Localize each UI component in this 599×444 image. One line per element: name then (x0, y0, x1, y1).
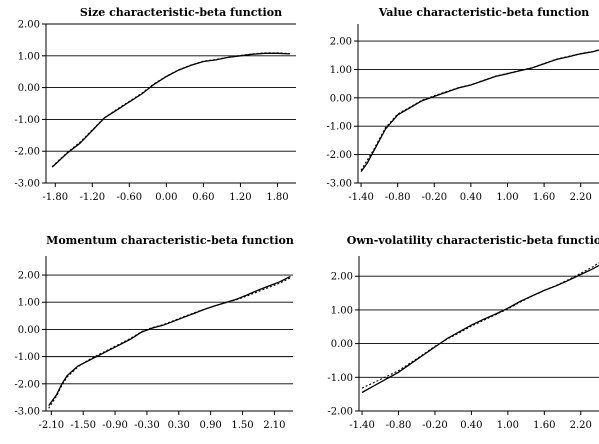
y-tick-label: -3.00 (14, 179, 40, 190)
y-tick-label: -2.00 (14, 379, 40, 390)
value-chart-panel: Value characteristic-beta function 2.00 1… (326, 6, 599, 203)
x-tick-label: -1.20 (79, 192, 105, 203)
y-tick-label: 0.00 (18, 83, 40, 94)
x-tick-label: -0.30 (134, 420, 160, 431)
y-tick-label: -2.00 (14, 147, 40, 158)
x-tick-label: 0.60 (192, 192, 214, 203)
y-tick-label: -2.00 (326, 150, 352, 161)
x-tick-label: -0.60 (117, 192, 143, 203)
y-tick-label: 1.00 (330, 65, 352, 76)
x-tick-label: -2.10 (38, 420, 64, 431)
value-chart-title: Value characteristic-beta function (378, 6, 590, 19)
x-tick-label: 2.20 (570, 420, 592, 431)
x-tick-label: 1.80 (266, 192, 288, 203)
y-tick-label: 2.00 (330, 37, 352, 48)
y-tick-label: 2.00 (331, 272, 353, 283)
x-tick-label: -0.20 (421, 192, 447, 203)
dotted-series-line (51, 52, 290, 167)
y-tick-label: -1.00 (327, 373, 353, 384)
y-tick-label: -1.00 (14, 352, 40, 363)
x-tick-label: 2.20 (570, 192, 592, 203)
x-tick-label: 0.00 (155, 192, 177, 203)
x-tick-label: -1.80 (42, 192, 68, 203)
y-tick-label: -2.00 (327, 407, 353, 418)
x-tick-label: 1.50 (231, 420, 253, 431)
y-tick-label: 1.00 (18, 51, 40, 62)
dotted-series-line (360, 49, 599, 171)
x-tick-label: 1.60 (533, 420, 555, 431)
x-tick-label: -0.80 (386, 420, 412, 431)
x-tick-label: 0.40 (460, 420, 482, 431)
y-tick-label: 1.00 (18, 298, 40, 309)
size-chart-title: Size characteristic-beta function (80, 6, 282, 19)
own-volatility-chart-title: Own-volatility characteristic-beta funct… (347, 234, 599, 247)
size-chart-panel: Size characteristic-beta function 2.00 1.… (14, 6, 296, 203)
x-tick-label: -1.50 (70, 420, 96, 431)
x-tick-label: 1.60 (533, 192, 555, 203)
y-tick-label: 0.00 (18, 325, 40, 336)
x-tick-label: 0.90 (200, 420, 222, 431)
y-tick-label: 2.00 (18, 271, 40, 282)
solid-series-line (360, 49, 599, 172)
y-tick-label: -1.00 (326, 122, 352, 133)
solid-series-line (361, 264, 599, 394)
y-tick-label: -1.00 (14, 115, 40, 126)
y-tick-label: 1.00 (331, 305, 353, 316)
solid-series-line (48, 275, 291, 406)
x-tick-label: 0.40 (460, 192, 482, 203)
x-tick-label: -0.20 (422, 420, 448, 431)
x-tick-label: 0.30 (168, 420, 190, 431)
solid-series-line (51, 52, 290, 168)
x-tick-label: -1.40 (348, 192, 374, 203)
x-tick-label: 1.00 (496, 192, 518, 203)
x-tick-label: -0.90 (102, 420, 128, 431)
momentum-chart-panel: Momentum characteristic-beta function 2.… (14, 234, 293, 431)
x-tick-label: 1.20 (229, 192, 251, 203)
x-tick-label: 2.10 (263, 420, 285, 431)
dotted-series-line (48, 277, 291, 409)
y-tick-label: 2.00 (18, 20, 40, 31)
dotted-series-line (361, 262, 599, 389)
y-tick-label: 0.00 (331, 339, 353, 350)
y-tick-label: -3.00 (326, 179, 352, 190)
own-volatility-chart-panel: Own-volatility characteristic-beta funct… (327, 234, 599, 431)
x-tick-label: 1.00 (497, 420, 519, 431)
x-tick-label: -1.40 (349, 420, 375, 431)
x-tick-label: -0.80 (385, 192, 411, 203)
y-tick-label: 0.00 (330, 93, 352, 104)
y-tick-label: -3.00 (14, 407, 40, 418)
momentum-chart-title: Momentum characteristic-beta function (46, 234, 294, 247)
